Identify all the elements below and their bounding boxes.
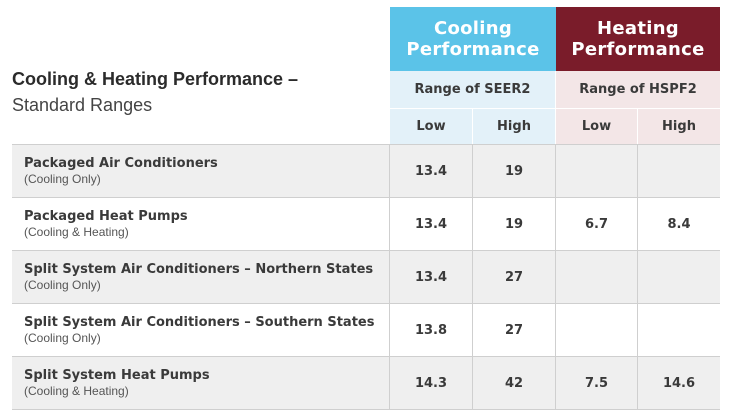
- heating-header-line1: Heating: [597, 18, 679, 39]
- cooling-header-line2: Performance: [406, 39, 540, 60]
- seer2-low-value: 13.4: [390, 251, 473, 303]
- hspf2-high-header: High: [638, 109, 720, 144]
- heating-header-line2: Performance: [571, 39, 705, 60]
- row-label: Split System Air Conditioners – Northern…: [12, 251, 390, 303]
- seer2-low-value: 14.3: [390, 357, 473, 409]
- hspf2-low-value: 6.7: [556, 198, 638, 250]
- title-main: Cooling & Heating Performance –: [12, 69, 299, 89]
- cooling-header-line1: Cooling: [433, 18, 513, 39]
- system-description: (Cooling Only): [24, 172, 101, 186]
- system-name: Packaged Air Conditioners: [24, 156, 218, 171]
- hspf2-high-value: [638, 251, 720, 303]
- table-row: Packaged Heat Pumps (Cooling & Heating) …: [12, 197, 720, 250]
- hspf2-low-value: [556, 251, 638, 303]
- seer2-low-value: 13.8: [390, 304, 473, 356]
- row-label: Packaged Heat Pumps (Cooling & Heating): [12, 198, 390, 250]
- table-row: Split System Air Conditioners – Northern…: [12, 250, 720, 303]
- seer2-high-value: 27: [473, 304, 556, 356]
- seer2-range-header: Range of SEER2: [390, 71, 556, 109]
- system-name: Split System Air Conditioners – Northern…: [24, 262, 374, 277]
- table-row: Split System Air Conditioners – Southern…: [12, 303, 720, 356]
- row-label: Split System Air Conditioners – Southern…: [12, 304, 390, 356]
- system-description: (Cooling Only): [24, 331, 101, 345]
- row-label: Split System Heat Pumps (Cooling & Heati…: [12, 357, 390, 409]
- seer2-low-value: 13.4: [390, 145, 473, 197]
- seer2-high-value: 42: [473, 357, 556, 409]
- table-row: Split System Heat Pumps (Cooling & Heati…: [12, 356, 720, 410]
- seer2-low-value: 13.4: [390, 198, 473, 250]
- title-sub: Standard Ranges: [12, 95, 153, 115]
- hspf2-high-value: [638, 304, 720, 356]
- seer2-high-value: 19: [473, 198, 556, 250]
- hspf2-low-value: [556, 304, 638, 356]
- hspf2-high-value: 14.6: [662, 375, 696, 391]
- system-name: Split System Heat Pumps: [24, 368, 210, 383]
- cooling-performance-header: Cooling Performance: [390, 7, 556, 71]
- seer2-high-value: 19: [473, 145, 556, 197]
- system-name: Packaged Heat Pumps: [24, 209, 188, 224]
- hspf2-low-value: [556, 145, 638, 197]
- system-description: (Cooling & Heating): [24, 384, 129, 398]
- table-row: Packaged Air Conditioners (Cooling Only)…: [12, 144, 720, 197]
- seer2-low-header: Low: [390, 109, 473, 144]
- hspf2-low-value: 7.5: [556, 357, 638, 409]
- seer2-high-value: 27: [473, 251, 556, 303]
- seer2-high-header: High: [473, 109, 556, 144]
- system-name: Split System Air Conditioners – Southern…: [24, 315, 375, 330]
- row-label: Packaged Air Conditioners (Cooling Only): [12, 145, 390, 197]
- system-description: (Cooling & Heating): [24, 225, 129, 239]
- hspf2-high-value: [638, 145, 720, 197]
- hspf2-high-value: 8.4: [667, 216, 691, 232]
- hspf2-low-header: Low: [556, 109, 638, 144]
- table-title: Cooling & Heating Performance – Standard…: [12, 66, 388, 118]
- heating-performance-header: Heating Performance: [556, 7, 720, 71]
- system-description: (Cooling Only): [24, 278, 101, 292]
- hspf2-range-header: Range of HSPF2: [556, 71, 720, 109]
